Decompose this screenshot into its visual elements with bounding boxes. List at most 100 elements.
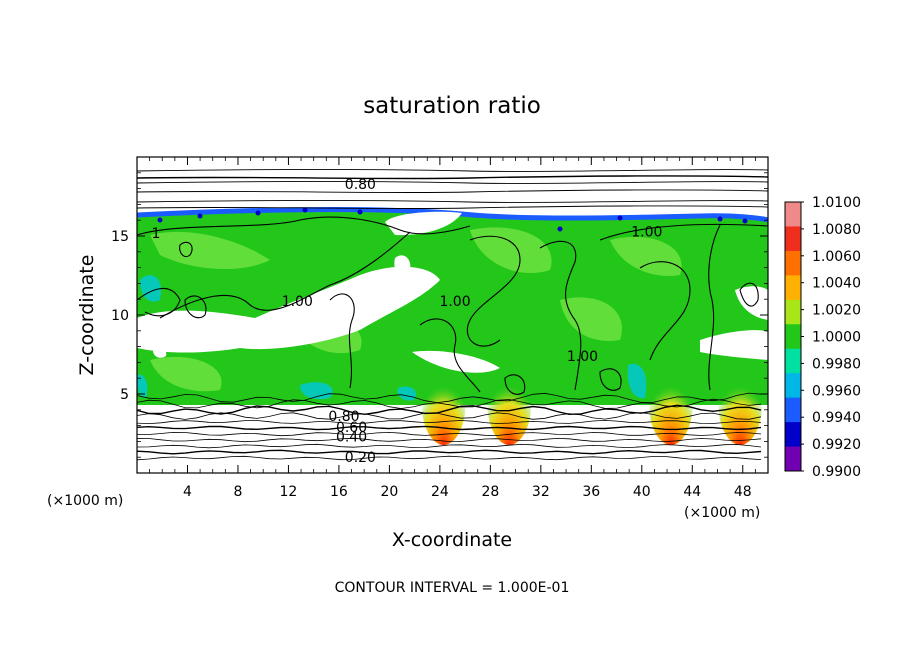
contour-line (137, 189, 768, 194)
x-axis-unit: (×1000 m) (684, 505, 760, 521)
contour-interval-note: CONTOUR INTERVAL = 1.000E-01 (335, 580, 570, 596)
colorbar-label: 0.9980 (812, 356, 861, 372)
colorbar-label: 0.9960 (812, 383, 861, 399)
dry-region (700, 330, 768, 360)
x-tick-label: 48 (734, 484, 752, 500)
dry-region (385, 211, 462, 236)
contour-line (137, 431, 762, 437)
contour-line (137, 181, 768, 184)
contour-label: 1.00 (439, 294, 470, 310)
contour-line (137, 412, 762, 420)
low-saturation-speck (617, 215, 623, 221)
contour-line (137, 425, 762, 431)
subsaturated-patch (627, 363, 647, 399)
contour-line-1 (184, 295, 207, 319)
contour-line (137, 175, 768, 180)
hotspot (718, 361, 763, 445)
colorbar-label: 1.0080 (812, 222, 861, 238)
hotspot (648, 361, 693, 445)
colorbar-swatch (785, 250, 801, 276)
contour-line-1 (159, 231, 411, 319)
x-tick-label: 20 (380, 484, 398, 500)
colorbar-swatch (785, 446, 801, 472)
y-tick-label: 10 (111, 308, 129, 324)
contour-line (137, 437, 762, 443)
contour-line (137, 449, 762, 455)
colorbar-swatch (785, 226, 801, 252)
contour-label: 0.20 (345, 450, 376, 466)
hotspot (487, 361, 532, 445)
dry-region (394, 255, 411, 277)
supersaturated-patch (610, 236, 682, 276)
low-saturation-speck (302, 207, 308, 213)
contour-label: 0.80 (345, 177, 376, 193)
contour-line-1 (639, 261, 691, 361)
x-tick-label: 12 (280, 484, 298, 500)
x-tick-label: 32 (532, 484, 550, 500)
contour-line (137, 419, 762, 425)
colorbar-swatch (785, 348, 801, 374)
contour-line-1 (504, 374, 526, 395)
colorbar: 1.0100 1.0080 1.0060 1.0040 1.0020 1.0000 0.99… (784, 195, 861, 480)
supersaturated-patch (470, 227, 552, 274)
colorbar-label: 1.0040 (812, 276, 861, 292)
colorbar-swatch (785, 397, 801, 423)
y-axis-label: Z-coordinate (76, 255, 98, 376)
subsaturated-patch (137, 374, 148, 398)
y-axis-unit: (×1000 m) (47, 493, 123, 509)
contour-label: 0.40 (336, 430, 367, 446)
low-saturation-speck (157, 217, 163, 223)
colorbar-swatch (785, 422, 801, 448)
contour-line (137, 169, 768, 172)
contour-label: 1.00 (631, 224, 662, 240)
colorbar-swatch (785, 202, 801, 227)
contour-labels: 0.800.800.600.400.201.00 1.001.001.001 (151, 177, 662, 466)
colorbar-label: 1.0020 (812, 303, 861, 319)
colorbar-label: 1.0060 (812, 249, 861, 265)
x-tick-label: 4 (183, 484, 192, 500)
contour-label: 0.80 (328, 409, 359, 425)
contour-line-1 (179, 241, 193, 258)
y-tick-label: 5 (120, 387, 129, 403)
colorbar-swatch (785, 324, 801, 350)
contour-line (137, 200, 768, 203)
x-tick-label: 16 (330, 484, 348, 500)
contour-label: 1.00 (282, 294, 313, 310)
colorbar-label: 1.0000 (812, 330, 861, 346)
low-saturation-speck (557, 226, 563, 232)
colorbar-swatch (785, 299, 801, 325)
supersaturated-patch (560, 297, 622, 341)
contour-line-1 (419, 318, 481, 393)
hotspot (421, 361, 466, 445)
supersaturated-patch (150, 356, 222, 392)
x-tick-label: 8 (233, 484, 242, 500)
contour-line-1 (137, 216, 471, 236)
dry-region (735, 286, 768, 320)
moist-layer (137, 209, 768, 405)
contour-line-1 (466, 235, 521, 347)
low-saturation-speck (197, 213, 203, 219)
colorbar-label: 0.9900 (812, 464, 861, 480)
contour-line (137, 455, 762, 461)
contour-label: 1.00 (567, 349, 598, 365)
contour-line-1 (708, 224, 721, 391)
x-tick-label: 24 (431, 484, 449, 500)
x-axis-label: X-coordinate (392, 529, 512, 551)
contour-line-1 (539, 240, 582, 391)
contour-line-1 (599, 368, 622, 391)
contour-label: 0.60 (336, 420, 367, 436)
contour-line (137, 205, 768, 210)
chart-title: saturation ratio (363, 93, 541, 119)
colorbar-label: 0.9920 (812, 437, 861, 453)
contour-label: 1 (151, 226, 160, 242)
colorbar-label: 1.0100 (812, 195, 861, 211)
colorbar-label: 0.9940 (812, 410, 861, 426)
contour-line-1 (599, 223, 768, 241)
x-tick-label: 40 (633, 484, 651, 500)
cloud-top-edge (137, 206, 768, 223)
dry-region (153, 347, 167, 358)
colorbar-swatch (785, 373, 801, 399)
x-tick-label: 28 (481, 484, 499, 500)
